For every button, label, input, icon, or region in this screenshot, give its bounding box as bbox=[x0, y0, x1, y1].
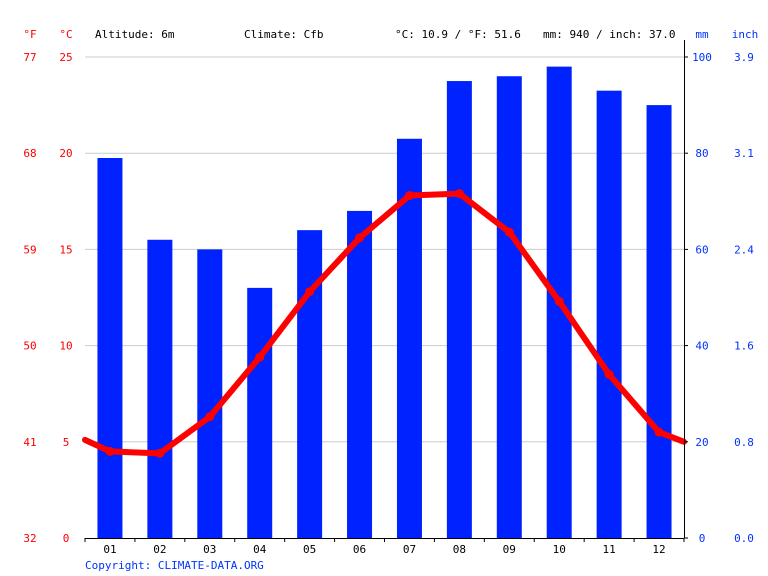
x-tick-label: 09 bbox=[503, 543, 516, 556]
precip-bar-02 bbox=[147, 239, 173, 538]
copyright-link[interactable]: Copyright: CLIMATE-DATA.ORG bbox=[85, 559, 264, 572]
precipitation-bars bbox=[97, 66, 672, 539]
temperature-line bbox=[82, 189, 687, 458]
inch-tick-label: 1.6 bbox=[734, 340, 754, 353]
celsius-tick-label: 15 bbox=[59, 243, 72, 256]
temp-point-02 bbox=[155, 448, 165, 458]
unit-inch-label: inch bbox=[732, 28, 759, 41]
temp-point-08 bbox=[454, 189, 464, 199]
mm-tick-label: 20 bbox=[695, 436, 708, 449]
temp-point-09 bbox=[504, 227, 514, 237]
inch-tick-label: 3.9 bbox=[734, 51, 754, 64]
tick-labels: 01 02 03 04 05 06 07 08 09 10 11 12 32 0 41 5 50 10 59 15 68… bbox=[23, 51, 754, 556]
precip-bar-01 bbox=[97, 158, 123, 538]
temp-point-05 bbox=[305, 287, 315, 297]
precip-bar-05 bbox=[297, 230, 323, 538]
x-tick-label: 12 bbox=[652, 543, 665, 556]
temp-point-06 bbox=[355, 233, 365, 243]
unit-celsius-label: °C bbox=[59, 28, 72, 41]
precip-bar-09 bbox=[496, 76, 522, 539]
mm-tick-label: 80 bbox=[695, 147, 708, 160]
x-tick-label: 02 bbox=[153, 543, 166, 556]
celsius-tick-label: 20 bbox=[59, 147, 72, 160]
celsius-tick-label: 0 bbox=[63, 532, 70, 545]
fahrenheit-tick-label: 50 bbox=[23, 340, 36, 353]
unit-mm-label: mm bbox=[695, 28, 709, 41]
fahrenheit-tick-label: 68 bbox=[23, 147, 36, 160]
inch-tick-label: 2.4 bbox=[734, 243, 754, 256]
temp-point-12 bbox=[654, 427, 664, 437]
x-tick-label: 07 bbox=[403, 543, 416, 556]
precip-bar-06 bbox=[347, 210, 373, 539]
precip-bar-08 bbox=[446, 81, 472, 539]
mm-tick-label: 60 bbox=[695, 243, 708, 256]
temp-point-03 bbox=[205, 412, 215, 422]
precip-bar-11 bbox=[596, 90, 622, 539]
precip-bar-04 bbox=[247, 287, 273, 538]
x-tick-label: 08 bbox=[453, 543, 466, 556]
celsius-tick-label: 25 bbox=[59, 51, 72, 64]
climate-label: Climate: Cfb bbox=[244, 28, 323, 41]
fahrenheit-tick-label: 59 bbox=[23, 243, 36, 256]
altitude-label: Altitude: 6m bbox=[95, 28, 175, 41]
grid-lines bbox=[85, 56, 684, 443]
temp-point-01 bbox=[105, 446, 115, 456]
precip-bar-03 bbox=[197, 249, 223, 538]
x-tick-label: 10 bbox=[553, 543, 566, 556]
inch-tick-label: 0.0 bbox=[734, 532, 754, 545]
inch-tick-label: 3.1 bbox=[734, 147, 754, 160]
inch-tick-label: 0.8 bbox=[734, 436, 754, 449]
temp-point-07 bbox=[404, 191, 414, 201]
x-tick-label: 01 bbox=[103, 543, 116, 556]
celsius-tick-label: 10 bbox=[59, 340, 72, 353]
x-tick-label: 04 bbox=[253, 543, 267, 556]
celsius-tick-label: 5 bbox=[63, 436, 70, 449]
x-tick-label: 06 bbox=[353, 543, 366, 556]
temp-point-10 bbox=[554, 296, 564, 306]
fahrenheit-tick-label: 77 bbox=[23, 51, 36, 64]
temperature-polyline bbox=[82, 190, 687, 457]
fahrenheit-tick-label: 41 bbox=[23, 436, 36, 449]
precipitation-summary: mm: 940 / inch: 37.0 bbox=[543, 28, 675, 41]
mm-tick-label: 0 bbox=[699, 532, 706, 545]
x-tick-label: 03 bbox=[203, 543, 216, 556]
axes bbox=[84, 40, 688, 542]
mm-tick-label: 100 bbox=[692, 51, 712, 64]
x-tick-label: 11 bbox=[603, 543, 616, 556]
precip-bar-12 bbox=[646, 105, 672, 538]
x-tick-label: 05 bbox=[303, 543, 316, 556]
fahrenheit-tick-label: 32 bbox=[23, 532, 36, 545]
temperature-summary: °C: 10.9 / °F: 51.6 bbox=[395, 28, 521, 41]
mm-tick-label: 40 bbox=[695, 340, 708, 353]
temp-point-11 bbox=[604, 369, 614, 379]
unit-fahrenheit-label: °F bbox=[23, 28, 36, 41]
temp-point-04 bbox=[255, 352, 265, 362]
